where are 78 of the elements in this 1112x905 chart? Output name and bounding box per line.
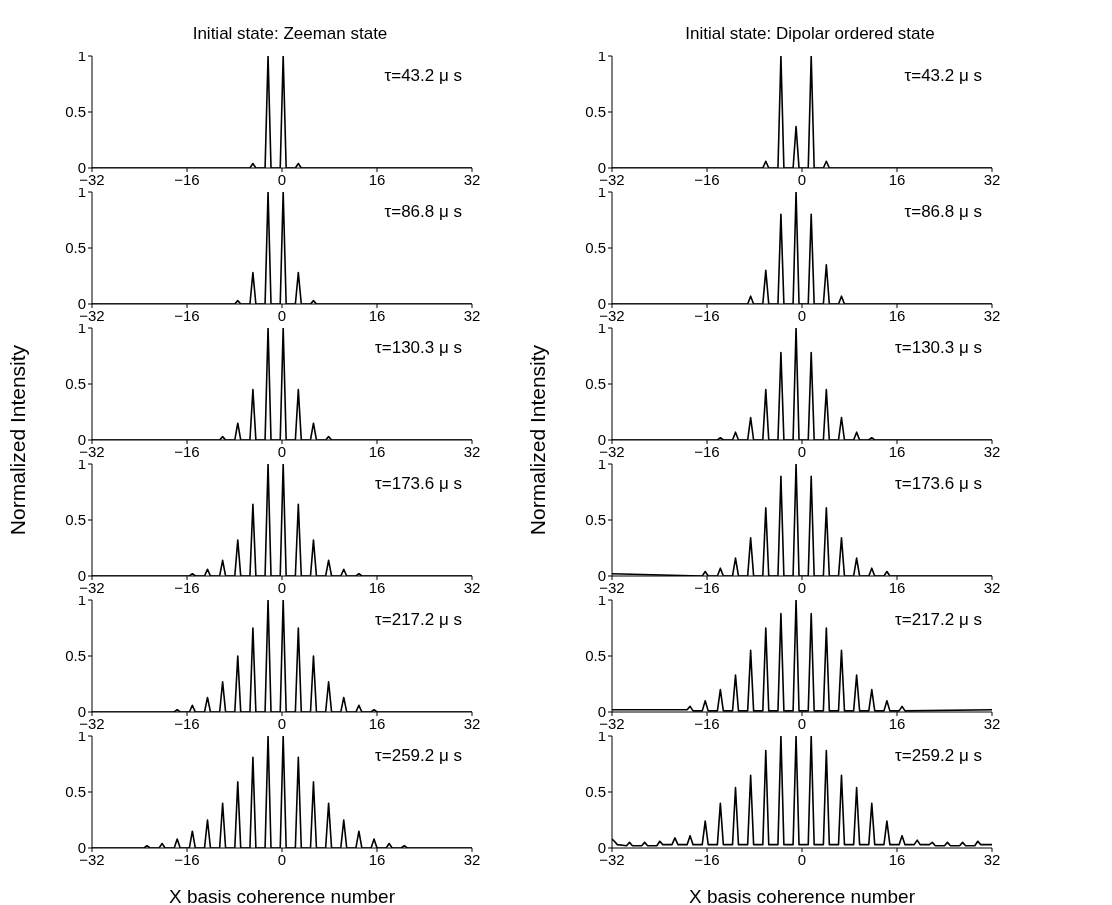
y-axis-title: Normalized Intensity — [6, 344, 30, 536]
x-tick-label: 0 — [797, 442, 807, 460]
x-tick-label: −16 — [694, 442, 720, 460]
y-tick-label: 0.5 — [65, 239, 86, 257]
x-tick-label: −16 — [694, 714, 720, 732]
y-tick-label: 0.5 — [585, 783, 606, 801]
x-tick-label: −16 — [174, 306, 200, 324]
x-tick-label: 32 — [463, 578, 481, 596]
y-axis-title: Normalized Intensity — [526, 344, 550, 536]
x-tick-label: −16 — [694, 306, 720, 324]
x-tick-label: 0 — [277, 442, 287, 460]
x-tick-label: 32 — [983, 170, 1001, 188]
annotation: τ=217.2 μ s — [375, 610, 462, 630]
annotation: τ=86.8 μ s — [384, 202, 462, 222]
x-tick-label: 32 — [463, 442, 481, 460]
y-tick-label: 0.5 — [585, 375, 606, 393]
y-tick-label: 0.5 — [585, 239, 606, 257]
x-tick-label: −16 — [694, 578, 720, 596]
y-tick-label: 0.5 — [65, 511, 86, 529]
x-tick-label: 16 — [368, 170, 386, 188]
x-tick-label: 16 — [888, 578, 906, 596]
x-tick-label: 32 — [983, 442, 1001, 460]
x-axis-title: X basis coherence number — [168, 886, 396, 905]
x-tick-label: 32 — [983, 306, 1001, 324]
y-tick-label: 0.5 — [65, 103, 86, 121]
x-tick-label: −16 — [174, 850, 200, 868]
annotation: τ=217.2 μ s — [895, 610, 982, 630]
x-tick-label: 32 — [463, 170, 481, 188]
x-tick-label: 16 — [888, 442, 906, 460]
x-tick-label: 16 — [368, 306, 386, 324]
x-tick-label: −16 — [174, 442, 200, 460]
annotation: τ=259.2 μ s — [895, 746, 982, 766]
x-tick-label: 16 — [888, 850, 906, 868]
annotation: τ=43.2 μ s — [384, 66, 462, 86]
annotation: τ=130.3 μ s — [375, 338, 462, 358]
y-tick-label: 0.5 — [585, 511, 606, 529]
y-tick-label: 0.5 — [65, 647, 86, 665]
y-tick-label: 0.5 — [585, 647, 606, 665]
chart-title: Initial state: Zeeman state — [191, 24, 389, 44]
x-tick-label: 0 — [797, 578, 807, 596]
x-tick-label: −16 — [174, 714, 200, 732]
annotation: τ=173.6 μ s — [895, 474, 982, 494]
x-tick-label: 32 — [983, 578, 1001, 596]
chart-title: Initial state: Dipolar ordered state — [684, 24, 936, 44]
x-tick-label: 32 — [463, 714, 481, 732]
x-tick-label: 16 — [888, 170, 906, 188]
x-tick-label: 32 — [983, 850, 1001, 868]
y-tick-label: 0.5 — [65, 375, 86, 393]
y-tick-label: 0.5 — [585, 103, 606, 121]
x-tick-label: 0 — [277, 714, 287, 732]
x-tick-label: −16 — [174, 578, 200, 596]
x-tick-label: 32 — [983, 714, 1001, 732]
x-tick-label: 16 — [368, 714, 386, 732]
x-tick-label: 32 — [463, 306, 481, 324]
x-tick-label: 0 — [277, 578, 287, 596]
x-tick-label: 32 — [463, 850, 481, 868]
annotation: τ=43.2 μ s — [904, 66, 982, 86]
annotation: τ=173.6 μ s — [375, 474, 462, 494]
y-tick-label: 0.5 — [65, 783, 86, 801]
x-tick-label: 0 — [797, 850, 807, 868]
x-tick-label: 0 — [797, 714, 807, 732]
x-tick-label: −16 — [694, 850, 720, 868]
x-tick-label: 16 — [368, 578, 386, 596]
x-tick-label: 0 — [277, 306, 287, 324]
x-tick-label: −16 — [694, 170, 720, 188]
annotation: τ=130.3 μ s — [895, 338, 982, 358]
annotation: τ=259.2 μ s — [375, 746, 462, 766]
x-tick-label: 0 — [277, 850, 287, 868]
x-tick-label: 0 — [277, 170, 287, 188]
annotation: τ=86.8 μ s — [904, 202, 982, 222]
x-tick-label: 16 — [368, 442, 386, 460]
x-tick-label: 0 — [797, 170, 807, 188]
x-axis-title: X basis coherence number — [688, 886, 916, 905]
x-tick-label: 16 — [888, 714, 906, 732]
x-tick-label: 16 — [368, 850, 386, 868]
x-tick-label: 16 — [888, 306, 906, 324]
x-tick-label: 0 — [797, 306, 807, 324]
x-tick-label: −16 — [174, 170, 200, 188]
